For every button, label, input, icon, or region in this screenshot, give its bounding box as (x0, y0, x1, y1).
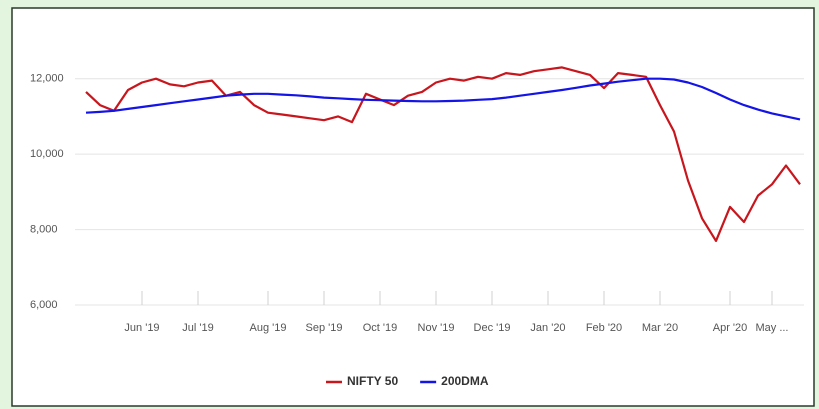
x-tick-label: Jun '19 (124, 322, 159, 334)
y-tick-label: 10,000 (30, 148, 64, 160)
chart-panel (11, 7, 815, 407)
y-tick-label: 12,000 (30, 73, 64, 85)
legend-label: NIFTY 50 (347, 374, 398, 388)
series-line (85, 77, 801, 121)
x-tick-label: Apr '20 (713, 322, 748, 334)
x-tick-label: Jan '20 (530, 322, 565, 334)
legend-label: 200DMA (441, 374, 489, 388)
x-tick-label: Jul '19 (182, 322, 213, 334)
x-tick-label: Oct '19 (363, 322, 398, 334)
y-tick-label: 8,000 (30, 223, 58, 235)
x-tick-label: Feb '20 (586, 322, 622, 334)
x-tick-label: Nov '19 (418, 322, 455, 334)
series-line (85, 66, 801, 242)
x-tick-label: May ... (755, 322, 788, 334)
x-tick-label: Sep '19 (306, 322, 343, 334)
x-tick-label: Mar '20 (642, 322, 678, 334)
x-tick-label: Dec '19 (474, 322, 511, 334)
x-tick-label: Aug '19 (250, 322, 287, 334)
y-tick-label: 6,000 (30, 299, 58, 311)
